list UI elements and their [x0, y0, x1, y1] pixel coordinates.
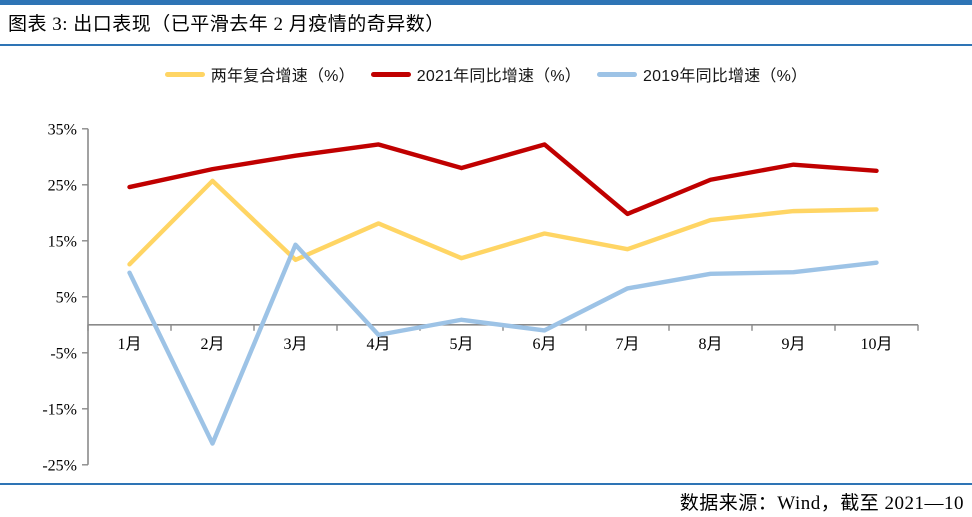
- legend-swatch-blue-line-icon: [597, 71, 638, 77]
- x-tick-label: 5月: [449, 336, 473, 353]
- y-tick-label: -25%: [42, 457, 77, 474]
- x-tick-label: 9月: [781, 336, 805, 353]
- x-tick-label: 7月: [615, 336, 639, 353]
- x-tick-label: 2月: [200, 336, 224, 353]
- series-line-1: [127, 142, 879, 217]
- footer-divider: [0, 483, 972, 485]
- legend-label: 2019年同比增速（%）: [643, 68, 808, 85]
- series-line-0: [127, 178, 879, 267]
- legend-item-two-year-cagr: 两年复合增速（%）: [164, 62, 355, 86]
- y-tick-label: 35%: [48, 121, 77, 138]
- y-tick-label: -15%: [42, 401, 77, 418]
- x-tick-label: 8月: [698, 336, 722, 353]
- legend-label: 两年复合增速（%）: [210, 68, 355, 85]
- data-source-note: 数据来源：Wind，截至 2021—10: [679, 493, 964, 514]
- legend-item-2019-yoy: 2019年同比增速（%）: [597, 62, 807, 86]
- series-line-2: [127, 242, 879, 446]
- legend-item-2021-yoy: 2021年同比增速（%）: [370, 62, 582, 86]
- y-tick-label: 5%: [56, 289, 77, 306]
- x-tick-label: 1月: [117, 336, 141, 353]
- legend-swatch-yellow-line-icon: [164, 71, 205, 77]
- top-accent-bar: [0, 0, 972, 5]
- chart-legend: 两年复合增速（%） 2021年同比增速（%） 2019年同比增速（%）: [0, 62, 972, 86]
- y-tick-label: 15%: [48, 233, 77, 250]
- x-tick-label: 4月: [366, 336, 390, 353]
- title-divider: [0, 44, 972, 46]
- legend-label: 2021年同比增速（%）: [416, 68, 582, 85]
- figure-title: 图表 3: 出口表现（已平滑去年 2 月疫情的奇异数）: [8, 14, 445, 35]
- x-tick-label: 3月: [283, 336, 307, 353]
- x-tick-label: 6月: [532, 336, 556, 353]
- legend-swatch-red-line-icon: [370, 71, 411, 77]
- y-tick-label: 25%: [48, 177, 77, 194]
- x-tick-label: 10月: [860, 336, 892, 353]
- y-tick-label: -5%: [50, 345, 77, 362]
